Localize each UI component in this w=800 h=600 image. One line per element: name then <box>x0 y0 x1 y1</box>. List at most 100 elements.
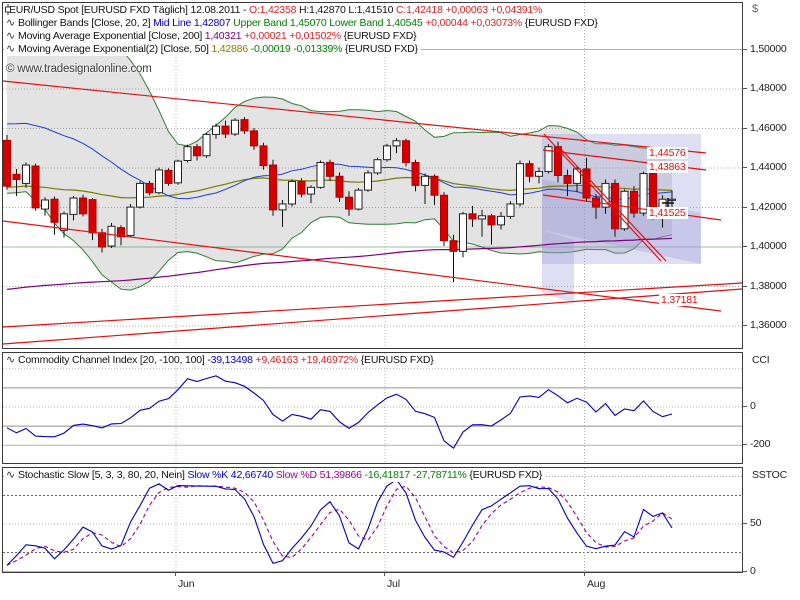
wave-icon: ∿ <box>6 30 16 42</box>
price-axis-label: 1,38000 <box>750 280 787 292</box>
legend-row[interactable]: ∿ Bollinger Bands [Close, 20, 2] Mid Line… <box>4 17 601 30</box>
currency-symbol: $ <box>752 3 759 15</box>
legend-text: Mid Line 1,42807 <box>153 17 234 29</box>
legend-text: Moving Average Exponential [Close, 200] <box>18 30 205 42</box>
axis-tick-mark <box>742 571 747 572</box>
legend-row[interactable]: EUR/USD Spot [EURUSD FXD Täglich] 12.08.… <box>4 4 546 17</box>
candle-body <box>392 140 401 147</box>
candle-body <box>288 180 296 205</box>
candle-body <box>535 171 543 177</box>
month-label: Aug <box>587 578 606 590</box>
legend-text: -0,00019 -0,01339% <box>250 43 345 55</box>
candle-body <box>155 169 163 194</box>
legend-text: Slow %D 51,39866 <box>275 469 365 481</box>
legend-text: +9,46163 +19,46972% <box>255 354 361 366</box>
candle-body <box>497 215 505 226</box>
candle-body <box>221 125 230 135</box>
price-axis-label: 1,48000 <box>750 82 787 94</box>
cci-axis-label: -200 <box>750 438 771 450</box>
candle-body <box>259 145 268 167</box>
candle-body <box>354 189 363 210</box>
candle-body <box>107 225 116 247</box>
trendline <box>3 282 742 328</box>
candle-body <box>402 140 410 163</box>
candle-body <box>193 146 201 157</box>
candle-body <box>620 190 629 230</box>
legend-text: {EURUSD FXD} <box>343 30 417 42</box>
candle-body <box>383 145 391 161</box>
price-axis-label: 1,50000 <box>750 43 787 55</box>
legend-text: {EURUSD FXD} <box>524 17 598 29</box>
candle-body <box>88 199 97 234</box>
bollinger-band-fill <box>7 36 672 291</box>
candle-body <box>240 119 249 132</box>
legend-text: -39,13498 <box>207 354 256 366</box>
legend-text: +0,00044 +0,03073% <box>425 17 525 29</box>
candle-body <box>183 146 192 161</box>
legend-text: Slow %K 42,66740 <box>187 469 276 481</box>
candle-body <box>60 213 68 231</box>
legend-text: Stochastic Slow [5, 3, 3, 80, 20, Nein] <box>18 469 188 481</box>
candle-body <box>202 133 211 157</box>
candle-body <box>573 168 581 184</box>
candle-body <box>364 172 372 191</box>
wave-icon: ∿ <box>6 17 16 29</box>
trendline-price-label: 1,41525 <box>647 207 688 219</box>
legend-row[interactable]: ∿ Commodity Channel Index [20, -100, 100]… <box>4 354 437 367</box>
legend-text: 1,40321 <box>204 30 245 42</box>
candle-body <box>212 125 220 135</box>
candle-body <box>98 232 106 248</box>
legend-text: Upper Band 1,45070 Lower Band 1,40545 <box>233 17 426 29</box>
legend-text: Commodity Channel Index [20, -100, 100] <box>18 354 208 366</box>
legend-row[interactable]: ∿ Stochastic Slow [5, 3, 3, 80, 20, Nein]… <box>4 469 546 482</box>
price-axis-label: 1,40000 <box>750 240 787 252</box>
legend-text: {EURUSD FXD} <box>360 354 434 366</box>
candle-body <box>630 190 638 214</box>
candle-body <box>345 196 353 210</box>
candle-body <box>668 198 676 201</box>
candle-body <box>459 213 467 252</box>
candle-body <box>22 164 30 184</box>
legend-row[interactable]: ∿ Moving Average Exponential(2) [Close, 5… <box>4 43 421 56</box>
axis-tick-mark <box>742 207 747 208</box>
trendline-price-label: 1,37181 <box>659 294 700 306</box>
candle-body <box>421 175 429 186</box>
legend-text: O:1,42358 <box>248 4 299 16</box>
legend-text: Bollinger Bands [Close, 20, 2] <box>18 17 154 29</box>
stochastic-panel[interactable]: ∿ Stochastic Slow [5, 3, 3, 80, 20, Nein]… <box>2 467 743 573</box>
candle-body <box>335 175 344 198</box>
stoch-k-line <box>6 478 673 566</box>
price-axis-label: 1,36000 <box>750 319 787 331</box>
candle-body <box>554 146 562 177</box>
axis-tick-mark <box>742 325 747 326</box>
highlight-zone <box>542 230 574 303</box>
axis-tick-mark <box>742 523 747 524</box>
candle-body <box>278 203 287 211</box>
legend-text: 1,42886 <box>211 43 251 55</box>
cci-panel[interactable]: ∿ Commodity Channel Index [20, -100, 100]… <box>2 352 743 464</box>
price-axis-label: 1,44000 <box>750 161 787 173</box>
candle-body <box>31 165 40 209</box>
axis-tick-mark <box>742 406 747 407</box>
stochastic-plot[interactable] <box>3 468 742 572</box>
axis-tick-mark <box>742 128 747 129</box>
legend-text: C:1,42418 +0,00063 +0,04391% <box>395 4 543 16</box>
legend-text: EUR/USD Spot [EURUSD FXD Täglich] 12.08.… <box>9 4 249 16</box>
candle-body <box>145 182 154 194</box>
candle-body <box>69 197 78 215</box>
candle-body <box>516 163 524 205</box>
legend-row[interactable]: ∿ Moving Average Exponential [Close, 200]… <box>4 30 420 43</box>
price-axis-label: 1,46000 <box>750 122 787 134</box>
bollinger-mid-line <box>6 122 673 200</box>
main-legend: EUR/USD Spot [EURUSD FXD Täglich] 12.08.… <box>4 4 601 56</box>
candle-body <box>506 203 515 217</box>
cci-plot[interactable] <box>3 353 742 463</box>
candle-body <box>430 175 439 196</box>
candle-body <box>440 194 448 242</box>
main-chart-panel[interactable]: EUR/USD Spot [EURUSD FXD Täglich] 12.08.… <box>2 2 743 349</box>
trendline <box>558 146 667 262</box>
price-chart-plot[interactable] <box>3 3 742 348</box>
legend-text: +0,00021 +0,01502% <box>244 30 344 42</box>
stoch-axis-label: 50 <box>750 517 762 529</box>
candle-body <box>250 130 258 147</box>
